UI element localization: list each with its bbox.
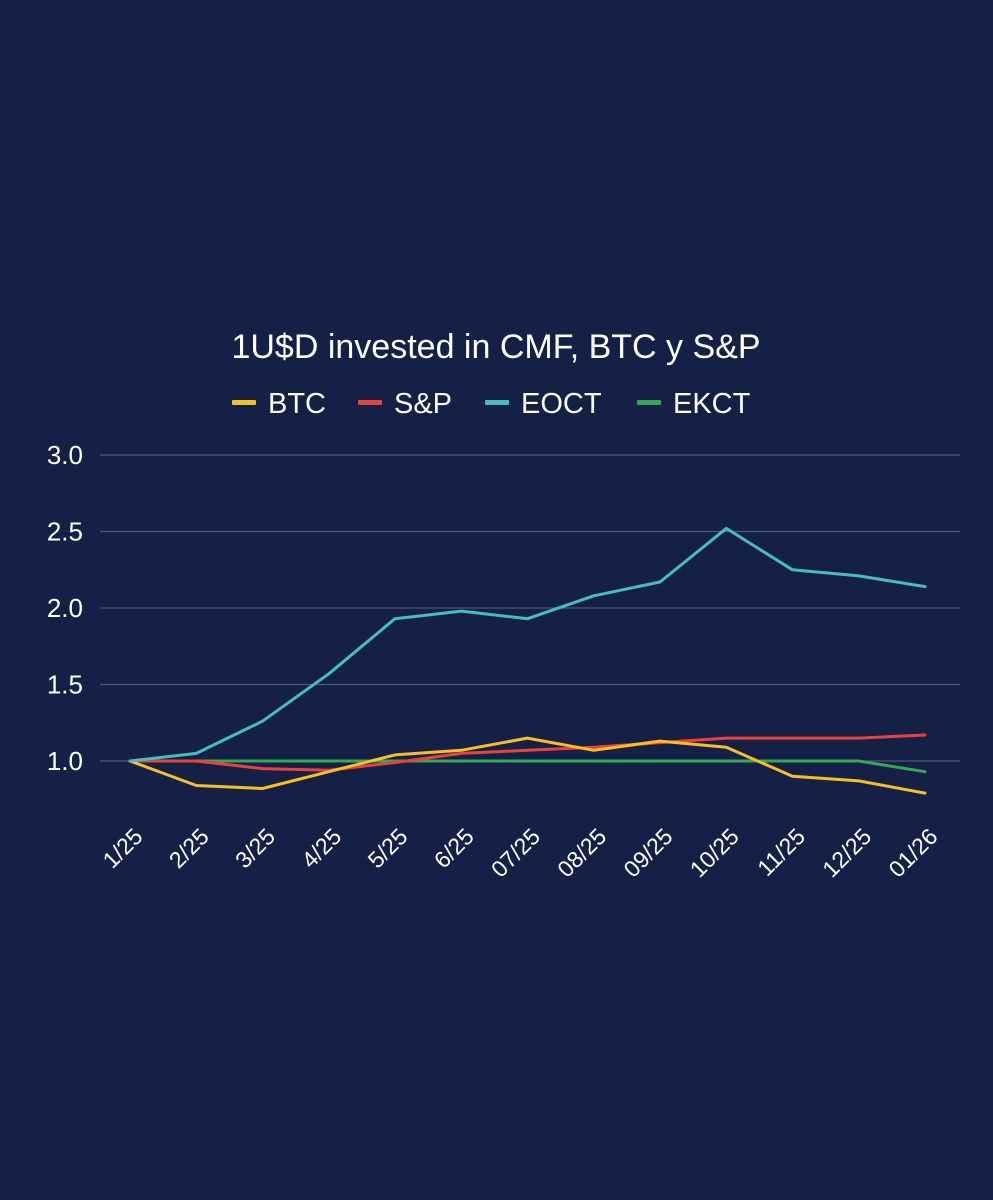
x-tick-label: 07/25 [486, 823, 545, 882]
x-tick-label: 3/25 [230, 823, 280, 873]
gridlines [100, 454, 960, 762]
y-axis: 3.0 2.5 2.0 1.5 1.0 [47, 440, 83, 776]
series-group [128, 526, 927, 795]
y-tick-label: 1.0 [47, 746, 83, 776]
legend-swatch-sp [358, 400, 382, 405]
legend-item-ekct: EKCT [637, 388, 751, 420]
x-tick-label: 08/25 [552, 823, 611, 882]
series-line-ekct [128, 759, 927, 774]
x-tick-label: 1/25 [97, 823, 147, 873]
legend: BTC S&P EOCT EKCT [232, 388, 751, 420]
x-tick-label: 01/26 [883, 823, 942, 882]
legend-item-sp: S&P [358, 388, 452, 420]
series-line-eoct [128, 526, 927, 763]
x-tick-label: 4/25 [296, 823, 346, 873]
x-tick-label: 2/25 [164, 823, 214, 873]
legend-label-btc: BTC [268, 388, 326, 420]
y-tick-label: 3.0 [47, 440, 83, 470]
x-tick-label: 12/25 [817, 823, 876, 882]
x-tick-label: 11/25 [752, 823, 810, 881]
x-tick-label: 5/25 [362, 823, 412, 873]
x-tick-label: 6/25 [429, 823, 479, 873]
legend-item-btc: BTC [232, 388, 326, 420]
legend-label-eoct: EOCT [521, 388, 602, 420]
x-tick-label: 09/25 [618, 823, 677, 882]
legend-swatch-ekct [637, 400, 661, 405]
y-tick-label: 1.5 [47, 670, 83, 700]
legend-swatch-btc [232, 400, 256, 405]
x-axis: 1/25 2/25 3/25 4/25 5/25 6/25 07/25 08/25 09/25 1… [97, 823, 942, 882]
y-tick-label: 2.5 [47, 517, 83, 547]
series-line-sp [128, 733, 927, 772]
series-line-btc [128, 736, 927, 795]
legend-label-sp: S&P [394, 388, 452, 420]
legend-swatch-eoct [485, 400, 509, 405]
legend-label-ekct: EKCT [673, 388, 751, 420]
y-tick-label: 2.0 [47, 593, 83, 623]
chart-title: 1U$D invested in CMF, BTC y S&P [231, 328, 760, 366]
x-tick-label: 10/25 [685, 823, 744, 882]
legend-item-eoct: EOCT [485, 388, 602, 420]
